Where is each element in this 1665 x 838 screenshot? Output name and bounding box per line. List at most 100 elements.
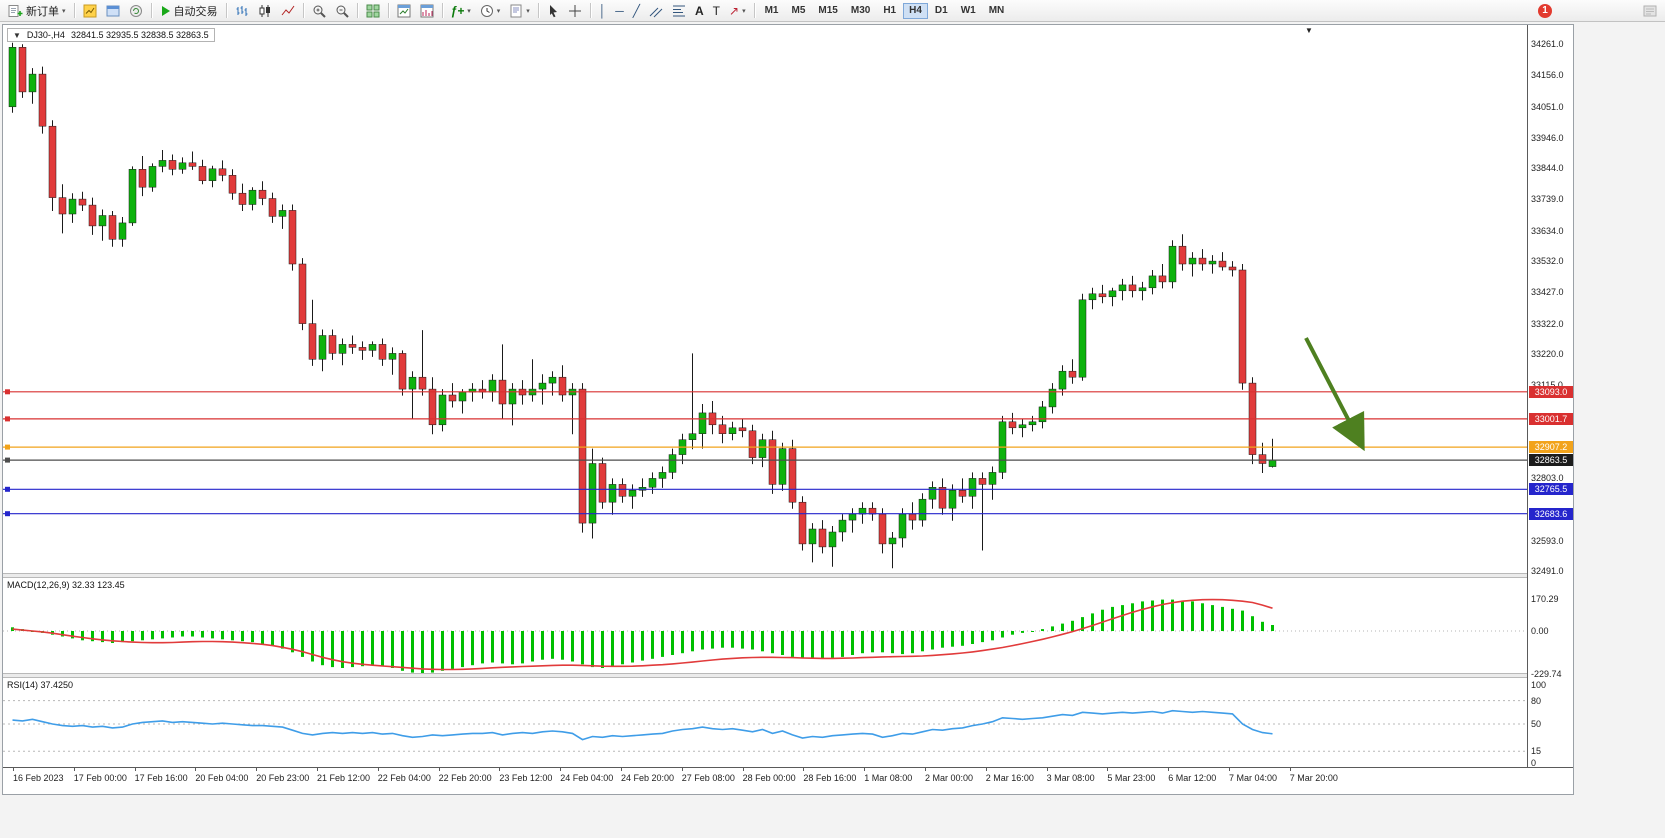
new-chart-button[interactable]	[79, 2, 101, 20]
fibonacci-button[interactable]	[668, 2, 690, 20]
rsi-scale-label: 100	[1531, 680, 1547, 690]
time-axis-label: 28 Feb 16:00	[803, 773, 857, 783]
zoom-in-button[interactable]	[308, 2, 330, 20]
zoom-out-button[interactable]	[331, 2, 353, 20]
time-axis-tick	[438, 768, 440, 771]
toolbar-separator	[356, 3, 358, 18]
notification-badge[interactable]: 1	[1538, 3, 1552, 18]
time-axis-label: 22 Feb 20:00	[438, 773, 492, 783]
rsi-panel-splitter[interactable]	[3, 673, 1573, 678]
time-axis-tick	[1168, 768, 1170, 771]
timeframe-m1-button[interactable]: M1	[764, 5, 779, 16]
timeframe-m5-button[interactable]: M5	[791, 5, 806, 16]
caret-down-icon: ▾	[62, 7, 66, 15]
arrows-tool-button[interactable]: ↗ ▾	[725, 2, 750, 20]
tile-horizontally-button[interactable]	[393, 2, 415, 20]
price-badge: 33001.7	[1529, 412, 1573, 425]
chart-shift-marker-icon[interactable]: ▼	[1305, 26, 1313, 35]
macd-panel-splitter[interactable]	[3, 573, 1573, 578]
zoom-out-icon	[335, 4, 349, 18]
time-axis-label: 22 Feb 04:00	[377, 773, 431, 783]
price-scale-label: 34156.0	[1531, 70, 1564, 81]
ohlc-values: 32841.5 32935.5 32838.5 32863.5	[70, 30, 209, 40]
time-axis-tick	[925, 768, 926, 771]
bar-chart-button[interactable]	[231, 2, 253, 20]
candlestick-chart-button[interactable]	[254, 2, 276, 20]
price-badge: 32765.5	[1529, 483, 1573, 496]
timeframe-h1-button[interactable]: H1	[883, 5, 897, 16]
price-chart[interactable]	[3, 25, 1527, 573]
time-axis-label: 7 Mar 04:00	[1229, 773, 1278, 783]
autotrading-button[interactable]: 自动交易	[156, 2, 222, 20]
time-axis-tick	[621, 768, 622, 771]
refresh-icon	[129, 4, 143, 18]
timeframe-w1-button[interactable]: W1	[960, 5, 976, 16]
time-axis-label: 2 Mar 16:00	[985, 773, 1034, 783]
equidistant-channel-button[interactable]	[645, 2, 667, 20]
time-axis-label: 17 Feb 00:00	[73, 773, 127, 783]
tile-vertically-button[interactable]	[416, 2, 438, 20]
rsi-scale-label: 0	[1531, 758, 1537, 768]
vertical-line-tool-button[interactable]: │	[595, 2, 611, 20]
time-axis-label: 6 Mar 12:00	[1168, 773, 1217, 783]
tile-windows-button[interactable]	[362, 2, 384, 20]
line-chart-button[interactable]	[277, 2, 299, 20]
macd-values: 32.33 123.45	[72, 580, 125, 590]
horizontal-line-tool-button[interactable]: ─	[611, 2, 628, 20]
arrow-tool-icon: ↗	[729, 3, 740, 18]
crosshair-button[interactable]	[564, 2, 586, 20]
fibonacci-icon	[672, 4, 686, 18]
timeframe-m30-button[interactable]: M30	[850, 5, 871, 16]
macd-label: MACD(12,26,9) 32.33 123.45	[7, 580, 125, 590]
time-axis-label: 2 Mar 00:00	[925, 773, 974, 783]
profiles-button[interactable]	[102, 2, 124, 20]
toolbar-overflow-button[interactable]	[1639, 2, 1661, 20]
channel-icon	[649, 4, 663, 18]
text-tool-button[interactable]: A	[691, 2, 708, 20]
time-axis-tick	[560, 768, 562, 771]
new-order-button[interactable]: 新订单 ▾	[4, 2, 70, 20]
rsi-scale-label: 80	[1531, 695, 1542, 706]
one-click-trading-toggle-icon[interactable]: ▼	[13, 30, 21, 40]
indicators-button[interactable]: ƒ+ ▾	[447, 2, 475, 20]
timeframe-m15-button[interactable]: M15	[818, 5, 838, 16]
price-scale-label: 32491.0	[1531, 566, 1564, 576]
timeframe-h4-button[interactable]: H4	[903, 2, 928, 19]
time-axis-tick	[803, 768, 805, 771]
price-scale-label: 33220.0	[1531, 348, 1564, 359]
text-label-tool-button[interactable]: T	[709, 2, 724, 20]
macd-panel[interactable]	[3, 578, 1527, 673]
timeframe-mn-button[interactable]: MN	[988, 5, 1005, 16]
horizontal-line-icon: ─	[615, 3, 624, 18]
new-chart-icon	[83, 4, 97, 18]
templates-button[interactable]: ▾	[505, 2, 534, 20]
text-label-icon: T	[712, 3, 721, 18]
trendline-icon: ╱	[632, 3, 640, 18]
time-axis-tick	[864, 768, 866, 771]
cursor-button[interactable]	[543, 2, 563, 20]
time-axis-label: 16 Feb 2023	[13, 773, 64, 783]
trendline-tool-button[interactable]: ╱	[629, 2, 644, 20]
time-axis-label: 20 Feb 04:00	[195, 773, 249, 783]
periods-button[interactable]: ▾	[476, 2, 505, 20]
timeframe-d1-button[interactable]: D1	[934, 5, 948, 16]
price-scale[interactable]: 34261.0 34156.0 34051.0 33946.0 33844.0 33739…	[1527, 25, 1573, 768]
autotrading-label: 自动交易	[173, 5, 218, 18]
time-axis-label: 24 Feb 20:00	[621, 773, 675, 783]
time-axis-tick	[499, 768, 501, 771]
price-scale-label: 33634.0	[1531, 225, 1564, 236]
time-axis-tick	[134, 768, 136, 771]
macd-scale-label: 170.29	[1531, 594, 1559, 605]
symbol-info-box[interactable]: ▼ DJ30-,H4 32841.5 32935.5 32838.5 32863…	[7, 28, 215, 42]
price-scale-label: 33427.0	[1531, 287, 1564, 298]
price-badge: 32683.6	[1529, 507, 1573, 520]
time-axis-label: 24 Feb 04:00	[560, 773, 614, 783]
grid-icon	[1643, 4, 1657, 18]
price-scale-label: 34261.0	[1531, 39, 1564, 49]
refresh-button[interactable]	[125, 2, 147, 20]
time-axis-tick	[1289, 768, 1291, 771]
time-axis-label: 28 Feb 00:00	[742, 773, 796, 783]
price-scale-label: 32593.0	[1531, 535, 1564, 546]
time-axis[interactable]: 16 Feb 2023 17 Feb 00:00 17 Feb 16:00 20 Fe…	[3, 767, 1573, 794]
rsi-panel[interactable]	[3, 678, 1527, 767]
